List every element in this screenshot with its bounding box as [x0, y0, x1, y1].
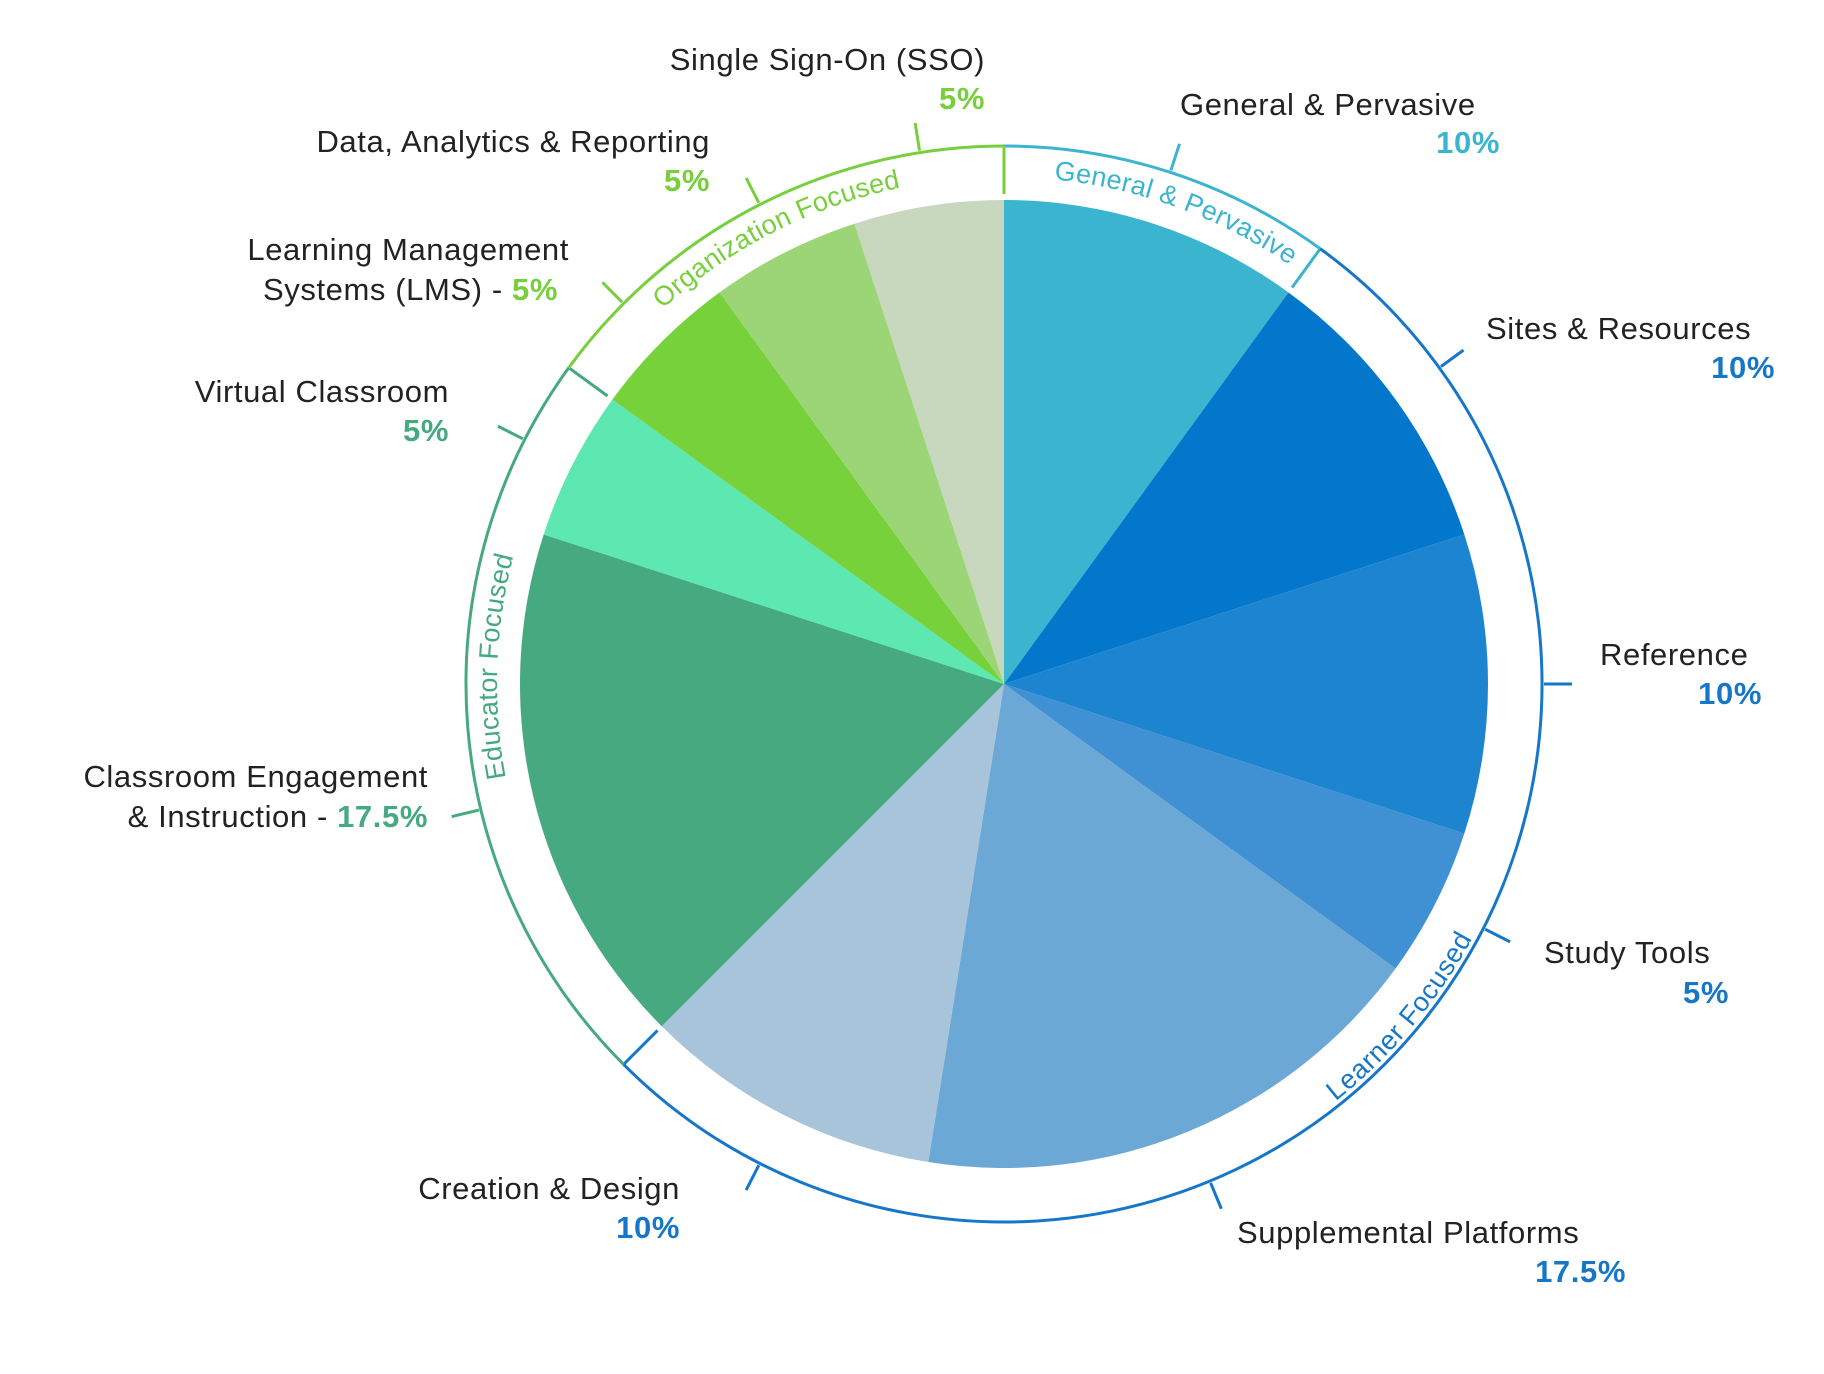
- pie-slice-learning-management-systems-lms: [612, 292, 1004, 684]
- slice-label-study-tools: Study Tools: [1544, 935, 1710, 970]
- slice-label-general-pervasive: General & Pervasive: [1180, 87, 1476, 122]
- group-divider-learner: [622, 1029, 659, 1066]
- slice-label-learning-management-systems-lms: Learning Management: [247, 232, 569, 267]
- leader-creation-design: [744, 1164, 761, 1191]
- slice-label-classroom-engagement-instruction: Classroom Engagement: [83, 759, 428, 794]
- pie-slice-supplemental-platforms: [928, 684, 1396, 1168]
- slice-value-sites-resources: 10%: [1711, 350, 1775, 385]
- leader-supplemental-platforms: [1209, 1182, 1223, 1210]
- slice-value-study-tools: 5%: [1683, 975, 1729, 1010]
- leader-general-pervasive: [1169, 143, 1181, 171]
- pie-slice-study-tools: [1004, 684, 1465, 969]
- group-divider-educator: [567, 366, 609, 398]
- slice-label-classroom-engagement-instruction-line2: & Instruction - 17.5%: [128, 799, 428, 834]
- group-arc-general: [1003, 144, 1322, 250]
- group-divider-general: [1290, 247, 1322, 289]
- group-arc-organization: [567, 144, 1005, 369]
- slice-value-virtual-classroom: 5%: [403, 413, 449, 448]
- pie-slice-classroom-engagement-instruction: [520, 534, 1004, 1027]
- slice-value-supplemental-platforms: 17.5%: [1535, 1254, 1626, 1289]
- leader-classroom-engagement-instruction: [451, 808, 480, 819]
- group-arc-learner: [622, 247, 1544, 1224]
- slice-label-single-sign-on-sso: Single Sign-On (SSO): [670, 42, 985, 77]
- slice-value-single-sign-on-sso: 5%: [939, 81, 985, 116]
- slice-label-reference: Reference: [1600, 637, 1748, 672]
- slice-value-data-analytics-reporting: 5%: [664, 163, 710, 198]
- leader-learning-management-systems-lms: [601, 281, 624, 304]
- slice-label-learning-management-systems-lms-line2: Systems (LMS) - 5%: [263, 272, 558, 307]
- pie-slice-sites-resources: [1004, 292, 1465, 684]
- pie-slices: [520, 200, 1488, 1168]
- slice-value-reference: 10%: [1698, 676, 1762, 711]
- pie-slice-single-sign-on-sso: [854, 200, 1004, 684]
- leader-virtual-classroom: [497, 424, 524, 441]
- slice-label-sites-resources: Sites & Resources: [1486, 311, 1751, 346]
- leader-single-sign-on-sso: [913, 122, 922, 151]
- slice-label-data-analytics-reporting: Data, Analytics & Reporting: [316, 124, 710, 159]
- slice-value-general-pervasive: 10%: [1436, 125, 1500, 160]
- leader-study-tools: [1484, 927, 1511, 944]
- pie-slice-reference: [1004, 534, 1488, 834]
- pie-slice-creation-design: [661, 684, 1004, 1163]
- leader-sites-resources: [1439, 348, 1465, 368]
- slice-label-creation-design: Creation & Design: [418, 1171, 680, 1206]
- pie-slice-data-analytics-reporting: [719, 223, 1004, 684]
- group-arc-educator: [464, 366, 625, 1066]
- leader-data-analytics-reporting: [744, 177, 761, 204]
- slice-label-supplemental-platforms: Supplemental Platforms: [1237, 1215, 1579, 1250]
- slice-value-learning-management-systems-lms: 5%: [512, 272, 558, 307]
- pie-slice-general-pervasive: [1004, 200, 1289, 684]
- slice-value-creation-design: 10%: [616, 1210, 680, 1245]
- slice-value-classroom-engagement-instruction: 17.5%: [337, 799, 428, 834]
- group-label-educator: Educator Focused: [473, 550, 519, 782]
- pie-slice-virtual-classroom: [543, 399, 1004, 684]
- slice-label-virtual-classroom: Virtual Classroom: [195, 374, 449, 409]
